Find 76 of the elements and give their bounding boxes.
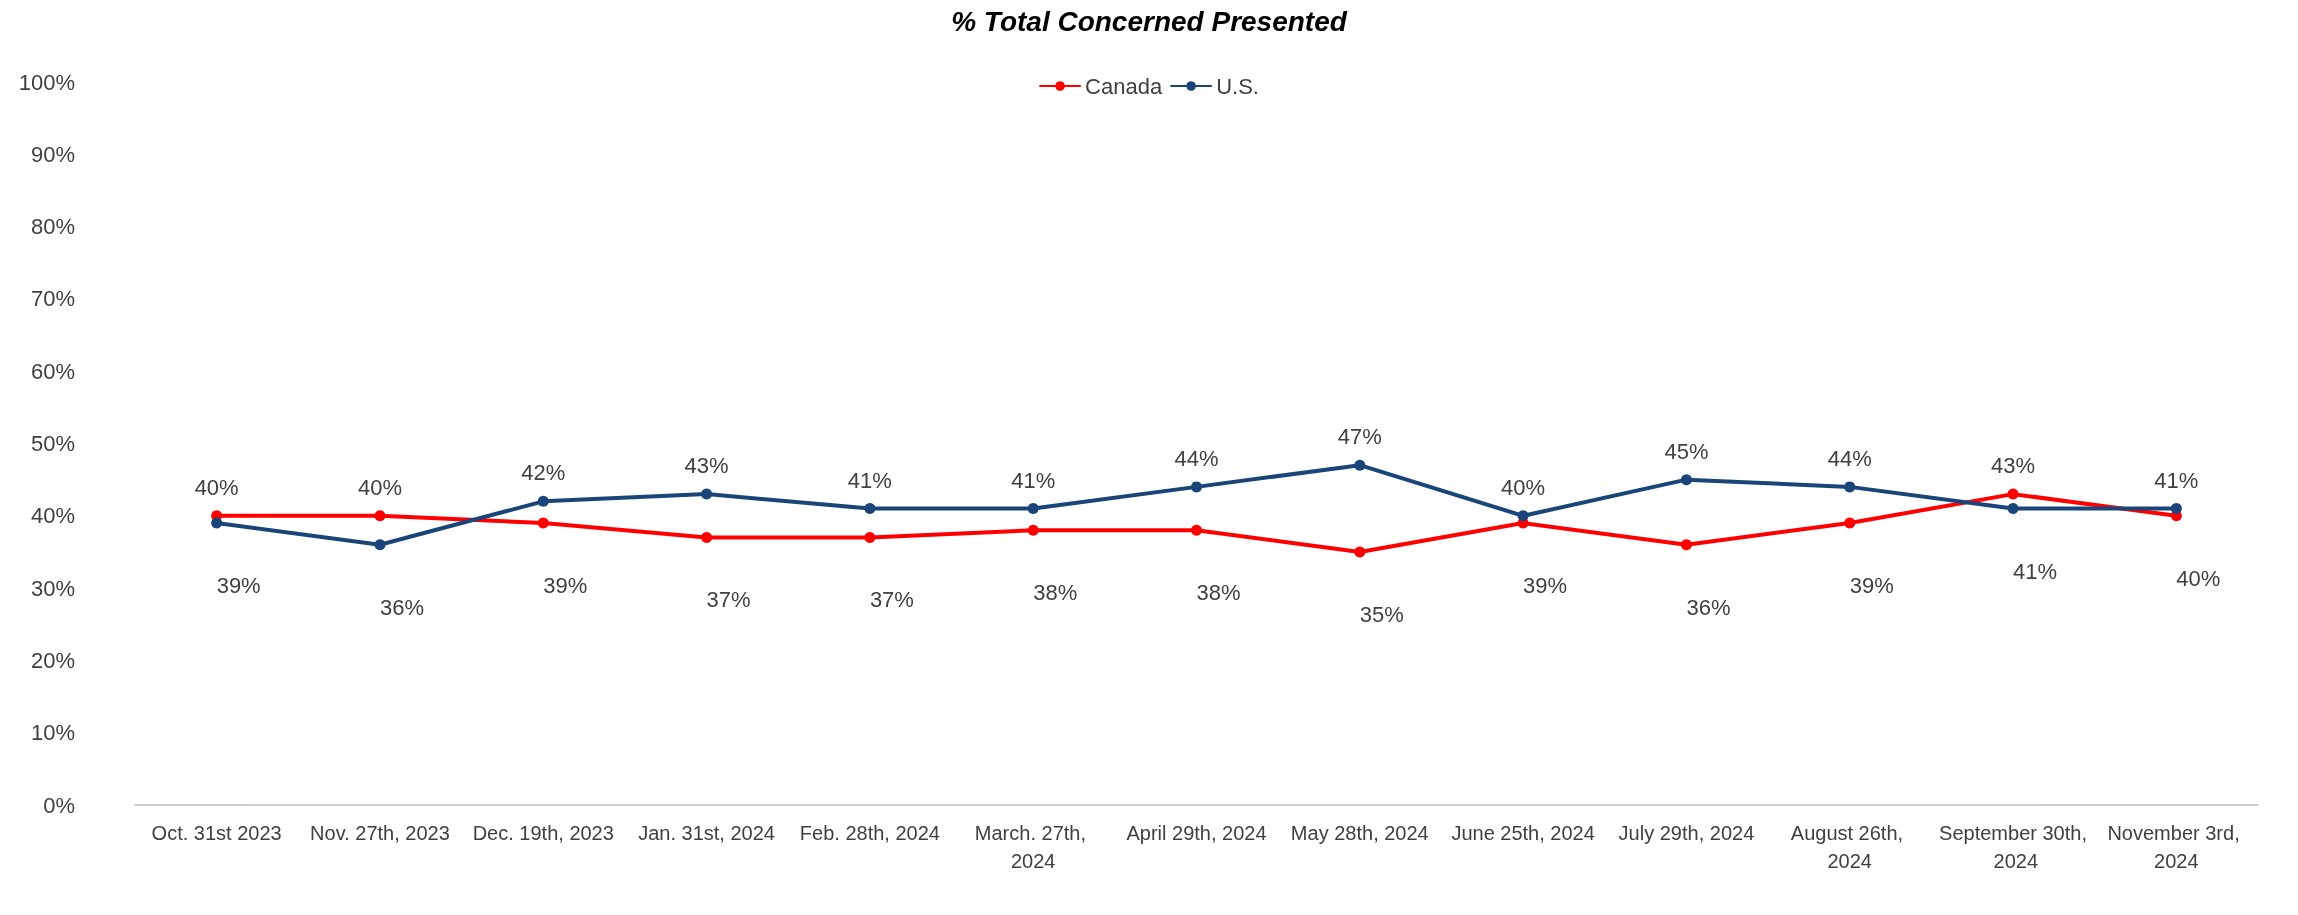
data-label: 44%: [1174, 445, 1219, 471]
point: [537, 495, 549, 507]
point: [1680, 539, 1692, 551]
point: [1354, 459, 1366, 471]
point: [701, 531, 713, 543]
data-label: 37%: [869, 587, 914, 613]
x-tick-label: Dec. 19th, 2023: [472, 822, 614, 844]
data-label: 43%: [684, 453, 729, 479]
data-label: 41%: [1011, 467, 1056, 493]
data-label: 37%: [706, 587, 751, 613]
y-tick-label: 50%: [30, 431, 75, 456]
y-tick-label: 70%: [30, 286, 75, 312]
x-tick-label: Nov. 27th, 2023: [310, 822, 450, 844]
data-label: 39%: [216, 573, 261, 599]
point: [374, 510, 386, 522]
data-label: 39%: [543, 573, 588, 599]
point: [2170, 503, 2182, 515]
data-label: 44%: [1827, 445, 1872, 471]
point: [211, 517, 223, 529]
point: [1517, 510, 1529, 522]
x-tick-label: Jan. 31st, 2024: [638, 822, 775, 844]
data-label: 39%: [1523, 573, 1568, 599]
data-label: 40%: [2176, 565, 2221, 591]
point: [1191, 481, 1202, 493]
y-tick-label: 0%: [43, 792, 75, 818]
x-tick-label: April 29th, 2024: [1126, 822, 1267, 844]
x-tick-label: November 3rd, 2024: [2107, 822, 2246, 872]
y-tick-label: 80%: [30, 214, 75, 240]
legend-label: U.S.: [1216, 73, 1259, 99]
y-tick-label: 10%: [30, 720, 75, 746]
point: [864, 531, 876, 543]
x-tick-label: July 29th, 2024: [1618, 822, 1755, 844]
x-tick-label: March. 27th, 2024: [974, 822, 1092, 872]
x-tick-label: June 25th, 2024: [1451, 822, 1595, 844]
point: [1844, 481, 1856, 493]
chart-title: % Total Concerned Presented: [951, 5, 1348, 37]
y-tick-label: 40%: [30, 503, 75, 529]
data-label: 41%: [2013, 558, 2058, 584]
data-label: 40%: [357, 474, 402, 500]
data-label: 40%: [194, 474, 239, 500]
x-tick-label: Oct. 31st 2023: [151, 822, 282, 844]
data-label: 38%: [1196, 580, 1241, 606]
data-label: 43%: [1991, 453, 2036, 479]
data-label: 39%: [1849, 573, 1894, 599]
point: [701, 488, 713, 500]
data-label: 41%: [847, 467, 892, 493]
data-label: 36%: [379, 594, 425, 620]
point: [537, 517, 549, 529]
point: [1354, 546, 1366, 558]
y-tick-label: 20%: [30, 647, 75, 673]
point: [2007, 503, 2019, 515]
point: [374, 539, 386, 551]
data-label: 45%: [1664, 438, 1709, 464]
point: [1191, 524, 1202, 536]
point: [1027, 524, 1039, 536]
point: [1680, 474, 1692, 486]
y-tick-label: 60%: [30, 358, 75, 384]
point: [1844, 517, 1856, 529]
data-label: 40%: [1501, 474, 1546, 500]
y-tick-label: 100%: [18, 69, 75, 95]
x-tick-label: Feb. 28th, 2024: [799, 822, 940, 844]
x-tick-label: May 28th, 2024: [1290, 822, 1429, 844]
y-tick-label: 90%: [30, 141, 75, 167]
x-tick-label: September 30th, 2024: [1939, 822, 2087, 872]
data-label: 38%: [1033, 580, 1078, 606]
data-label: 35%: [1359, 601, 1404, 627]
data-label: 42%: [521, 460, 566, 486]
data-label: 41%: [2154, 467, 2199, 493]
data-label: 47%: [1337, 424, 1382, 450]
y-tick-label: 30%: [30, 575, 75, 601]
point: [1027, 503, 1039, 515]
point: [864, 503, 876, 515]
x-tick-label: August 26th, 2024: [1790, 822, 1909, 872]
data-label: 36%: [1686, 594, 1731, 620]
point: [2007, 488, 2019, 500]
legend-label: Canada: [1085, 73, 1163, 99]
